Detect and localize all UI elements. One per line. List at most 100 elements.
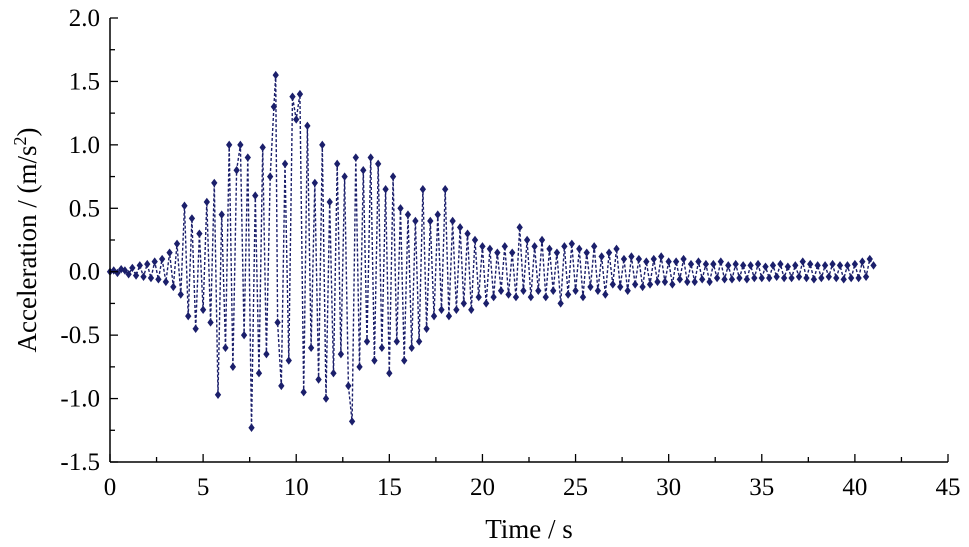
- x-axis-ticks: 0 5 10 15 20 25 30 35 40 45: [104, 454, 961, 501]
- data-point-marker: [516, 223, 523, 232]
- data-point-marker: [173, 239, 181, 249]
- data-point-marker: [687, 259, 695, 269]
- data-point-marker: [460, 299, 467, 308]
- y-tick-label: 0.0: [69, 259, 100, 286]
- data-point-marker: [326, 197, 333, 207]
- data-point-marker: [307, 343, 315, 353]
- data-point-marker: [442, 185, 449, 194]
- data-point-marker: [203, 197, 210, 207]
- data-point-marker: [337, 349, 345, 359]
- data-point-marker: [594, 286, 602, 295]
- data-point-marker: [870, 261, 877, 270]
- x-tick-label: 30: [656, 474, 681, 501]
- data-point-marker: [162, 277, 170, 287]
- data-point-marker: [635, 254, 643, 264]
- data-point-marker: [825, 272, 832, 281]
- data-point-marker: [851, 259, 859, 269]
- data-point-marker: [546, 244, 553, 254]
- data-point-marker: [728, 275, 736, 284]
- data-point-marker: [702, 259, 710, 269]
- data-point-marker: [550, 286, 557, 295]
- data-point-marker: [181, 201, 188, 210]
- data-point-marker: [695, 257, 702, 266]
- data-point-marker: [866, 254, 873, 264]
- data-point-marker: [285, 356, 292, 365]
- data-point-marker: [620, 254, 628, 264]
- data-point-marker: [833, 273, 840, 283]
- data-point-marker: [557, 299, 564, 308]
- data-point-marker: [583, 248, 590, 257]
- data-point-marker: [229, 362, 237, 372]
- data-point-marker: [777, 259, 784, 269]
- data-point-marker: [598, 252, 605, 261]
- data-point-marker: [281, 159, 289, 169]
- data-point-marker: [278, 381, 285, 391]
- data-point-marker: [211, 178, 218, 188]
- y-axis-title-text: Acceleration / (m/s: [12, 146, 42, 353]
- data-point-marker: [792, 261, 799, 270]
- data-point-marker: [523, 235, 531, 245]
- data-point-marker: [430, 311, 438, 321]
- data-point-marker: [360, 166, 367, 175]
- data-point-marker: [427, 216, 434, 226]
- plot-area: [106, 70, 877, 432]
- data-point-marker: [609, 280, 616, 289]
- data-point-marker: [419, 185, 427, 194]
- data-point-marker: [185, 311, 192, 321]
- x-tick-label: 40: [842, 474, 867, 501]
- data-point-marker: [300, 388, 307, 397]
- data-point-marker: [237, 140, 244, 150]
- data-point-marker: [568, 239, 575, 249]
- data-point-marker: [658, 252, 665, 261]
- data-point-marker: [672, 257, 680, 266]
- y-tick-label: -1.5: [60, 449, 100, 476]
- data-point-marker: [732, 259, 739, 269]
- data-point-marker: [773, 272, 780, 281]
- data-point-marker: [553, 248, 561, 257]
- data-point-marker: [803, 273, 810, 283]
- data-point-marker: [691, 277, 698, 287]
- data-point-marker: [766, 273, 773, 283]
- data-point-marker: [144, 259, 151, 269]
- data-point-marker: [848, 273, 855, 283]
- data-point-marker: [587, 282, 594, 292]
- data-point-marker: [170, 282, 177, 292]
- data-point-marker: [196, 229, 203, 238]
- data-point-marker: [322, 394, 330, 403]
- data-point-marker: [490, 292, 497, 302]
- x-axis-title: Time / s: [485, 514, 573, 544]
- y-tick-label: -0.5: [60, 322, 100, 349]
- data-point-marker: [844, 261, 851, 270]
- data-point-marker: [769, 261, 777, 270]
- data-point-marker: [799, 257, 806, 266]
- data-point-marker: [110, 266, 117, 275]
- data-point-marker: [311, 178, 318, 188]
- x-tick-label: 10: [284, 474, 309, 501]
- data-point-marker: [434, 210, 441, 219]
- y-axis-title-suffix: ): [12, 128, 42, 137]
- data-point-marker: [531, 242, 538, 251]
- data-point-marker: [367, 153, 374, 162]
- data-point-marker: [740, 261, 747, 270]
- data-point-marker: [840, 275, 847, 284]
- data-point-marker: [646, 280, 654, 289]
- data-point-marker: [375, 159, 382, 169]
- data-point-marker: [639, 282, 646, 292]
- data-point-marker: [125, 270, 132, 279]
- data-point-marker: [624, 286, 631, 295]
- data-point-marker: [713, 273, 721, 283]
- data-point-marker: [501, 242, 508, 251]
- data-point-marker: [438, 305, 445, 314]
- data-point-marker: [397, 204, 404, 213]
- data-point-marker: [192, 324, 199, 333]
- data-point-marker: [628, 252, 635, 261]
- data-point-marker: [676, 275, 683, 284]
- data-point-marker: [699, 275, 706, 284]
- data-point-marker: [665, 257, 672, 266]
- data-point-marker: [240, 330, 248, 340]
- data-point-marker: [788, 273, 795, 283]
- data-point-marker: [505, 290, 512, 299]
- data-point-marker: [818, 273, 825, 283]
- data-point-marker: [408, 343, 415, 353]
- data-point-marker: [315, 375, 322, 384]
